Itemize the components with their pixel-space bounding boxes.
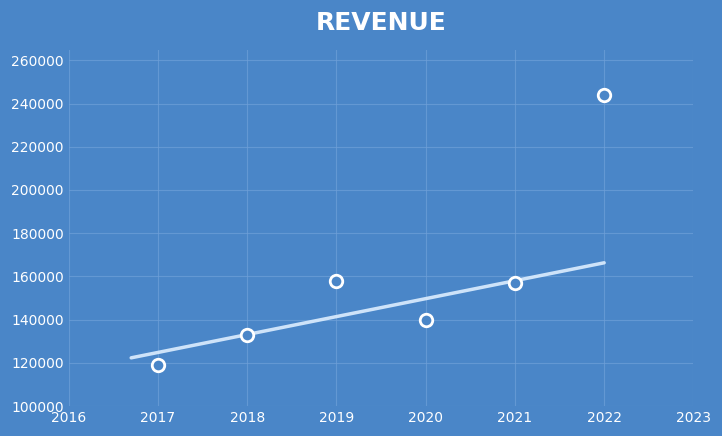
Point (599, 92, 610, 99)
Point (241, 331, 253, 338)
Point (152, 361, 164, 368)
Point (509, 279, 521, 286)
Point (420, 316, 432, 323)
Point (331, 277, 342, 284)
Title: REVENUE: REVENUE (316, 11, 446, 35)
